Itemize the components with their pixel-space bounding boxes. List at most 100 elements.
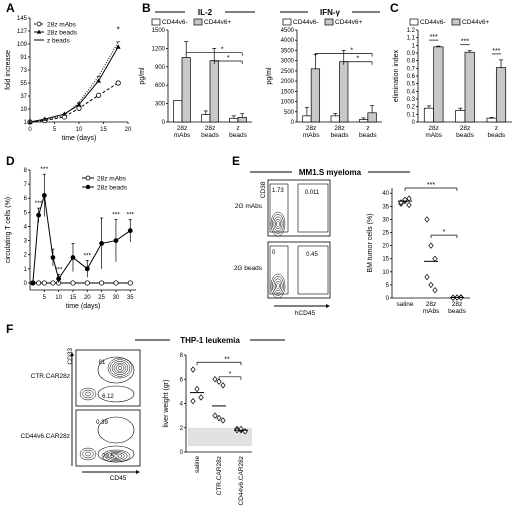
- b-il2-y-tick-label: 0: [162, 120, 166, 126]
- c-annotation: ***: [461, 39, 469, 46]
- c-category-label: beads: [456, 132, 474, 139]
- f-title: THP-1 leukemia: [180, 336, 240, 345]
- d-point: [70, 255, 76, 260]
- e-flow-value: 0.011: [305, 190, 320, 196]
- d-x-tick-label: 10: [55, 295, 62, 301]
- e-contour: [272, 214, 284, 234]
- b-il2-bar: [201, 114, 211, 123]
- f-y-label: liver weight (gr): [163, 380, 170, 428]
- b-il2-category-label: 28z: [177, 125, 187, 132]
- b-ifng-bar: [302, 115, 312, 123]
- b-ifng-y-tick-label: 1500: [281, 89, 295, 95]
- d-point: [41, 280, 47, 286]
- e-category-label: mAbs: [423, 308, 440, 315]
- c-category-label: 28z: [428, 125, 438, 132]
- c-annotation: ***: [430, 34, 438, 41]
- a-legend-marker: [36, 29, 42, 34]
- a-point: [116, 41, 121, 43]
- a-y-tick-label: 145: [17, 16, 28, 22]
- d-y-tick-label: 0: [24, 281, 28, 287]
- d-y-tick-label: 1: [24, 267, 28, 273]
- f-contour: [113, 362, 127, 374]
- a-y-tick-label: 91: [20, 55, 27, 61]
- b-ifng-bar: [330, 115, 340, 123]
- f-category-label: CD44v6.CAR28z: [238, 456, 245, 506]
- c-category-label: 28z: [460, 125, 470, 132]
- b-ifng-category-label: beads: [359, 132, 377, 139]
- d-y-tick-label: 2: [24, 253, 28, 259]
- e-flow-value: 1.73: [272, 188, 284, 194]
- d-legend-marker: [85, 175, 91, 181]
- b-il2-y-tick-label: 600: [155, 83, 166, 89]
- f-contour: [82, 449, 94, 459]
- f-flow-value: 6.12: [102, 394, 114, 400]
- panel-letter-A: A: [6, 1, 15, 15]
- c-legend-label: CD44v6-: [420, 19, 446, 26]
- e-gate: [269, 183, 289, 233]
- e-y-tick-label: 40: [382, 191, 389, 197]
- f-flow-value: 70.5: [102, 454, 114, 460]
- b-il2-category-label: z: [236, 125, 239, 132]
- a-point: [77, 102, 81, 103]
- b-ifng-bar: [339, 61, 349, 123]
- b-ifng-y-tick-label: 3500: [281, 48, 295, 54]
- a-point: [96, 78, 101, 83]
- b-ifng-y-tick-label: 500: [284, 110, 295, 116]
- b-ifng-bar: [358, 119, 369, 123]
- c-y-tick-label: 0.6: [407, 74, 416, 80]
- d-point: [36, 212, 41, 218]
- c-category-label: mAbs: [425, 132, 442, 139]
- e-contour: [274, 218, 282, 230]
- f-contour: [85, 451, 91, 457]
- d-point: [70, 280, 76, 286]
- c-legend-swatch: [451, 18, 461, 26]
- f-y-tick-label: 2: [180, 426, 184, 432]
- c-bar: [486, 117, 497, 123]
- f-gate: [97, 416, 135, 444]
- c-y-tick-label: 0.5: [407, 82, 416, 88]
- f-flow-row-label: CD44v6.CAR28z: [21, 433, 71, 440]
- f-flow-arrow-head: [70, 352, 74, 356]
- d-annotation: ***: [84, 252, 92, 259]
- e-y-tick-label: 30: [382, 217, 389, 223]
- f-flow-x-label: CD45: [110, 475, 127, 482]
- f-flow-frame: [75, 349, 141, 407]
- d-legend-label: 28z beads: [97, 185, 128, 192]
- d-y-tick-label: 4: [24, 224, 28, 230]
- b-il2-bar: [181, 57, 191, 123]
- b-ifng-y-tick-label: 4000: [281, 38, 295, 44]
- e-gate: [297, 183, 329, 233]
- c-bar: [433, 46, 444, 123]
- a-point: [61, 111, 67, 116]
- b-ifng-category-label: z: [366, 125, 369, 132]
- a-x-tick-label: 5: [53, 127, 57, 133]
- d-point: [50, 255, 56, 260]
- c-y-label: elimination index: [393, 49, 400, 102]
- b-il2-legend-swatch: [151, 18, 161, 26]
- a-x-tick-label: 20: [125, 127, 132, 133]
- e-flow-x-label: hCD45: [295, 310, 316, 317]
- a-x-tick-label: 0: [28, 127, 32, 133]
- f-contour: [111, 361, 129, 375]
- c-bar: [423, 107, 435, 123]
- d-annotation: ***: [126, 211, 134, 218]
- f-gate: [97, 385, 135, 403]
- b-il2-legend-label: CD44v6+: [204, 19, 231, 26]
- b-il2-legend-swatch: [193, 18, 203, 26]
- c-legend-label: CD44v6+: [462, 19, 489, 26]
- a-point: [28, 121, 32, 123]
- f-annotation: *: [229, 371, 232, 378]
- a-point: [115, 44, 121, 49]
- b-il2-y-tick-label: 300: [155, 102, 166, 108]
- d-point: [84, 280, 90, 286]
- a-series-line: [29, 82, 119, 123]
- c-y-tick-label: 0.9: [407, 51, 416, 57]
- e-point: [432, 287, 438, 294]
- e-y-tick-label: 35: [382, 204, 389, 210]
- e-flow-frame: [267, 179, 331, 237]
- panel-letter-E: E: [232, 154, 240, 168]
- f-contour: [115, 364, 125, 372]
- f-gate: [97, 356, 135, 384]
- a-y-tick-label: 55: [20, 81, 27, 87]
